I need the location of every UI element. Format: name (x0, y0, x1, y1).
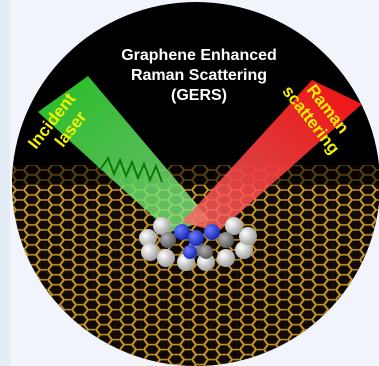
title-line-3: (GERS) (171, 87, 227, 104)
molecule (139, 217, 257, 271)
left-border (0, 0, 10, 366)
incident-beam (38, 76, 210, 232)
title-line-2: Raman Scattering (131, 67, 267, 84)
raman-beam (182, 80, 362, 232)
wave-icon (99, 155, 163, 183)
title-line-1: Graphene Enhanced (121, 47, 277, 64)
